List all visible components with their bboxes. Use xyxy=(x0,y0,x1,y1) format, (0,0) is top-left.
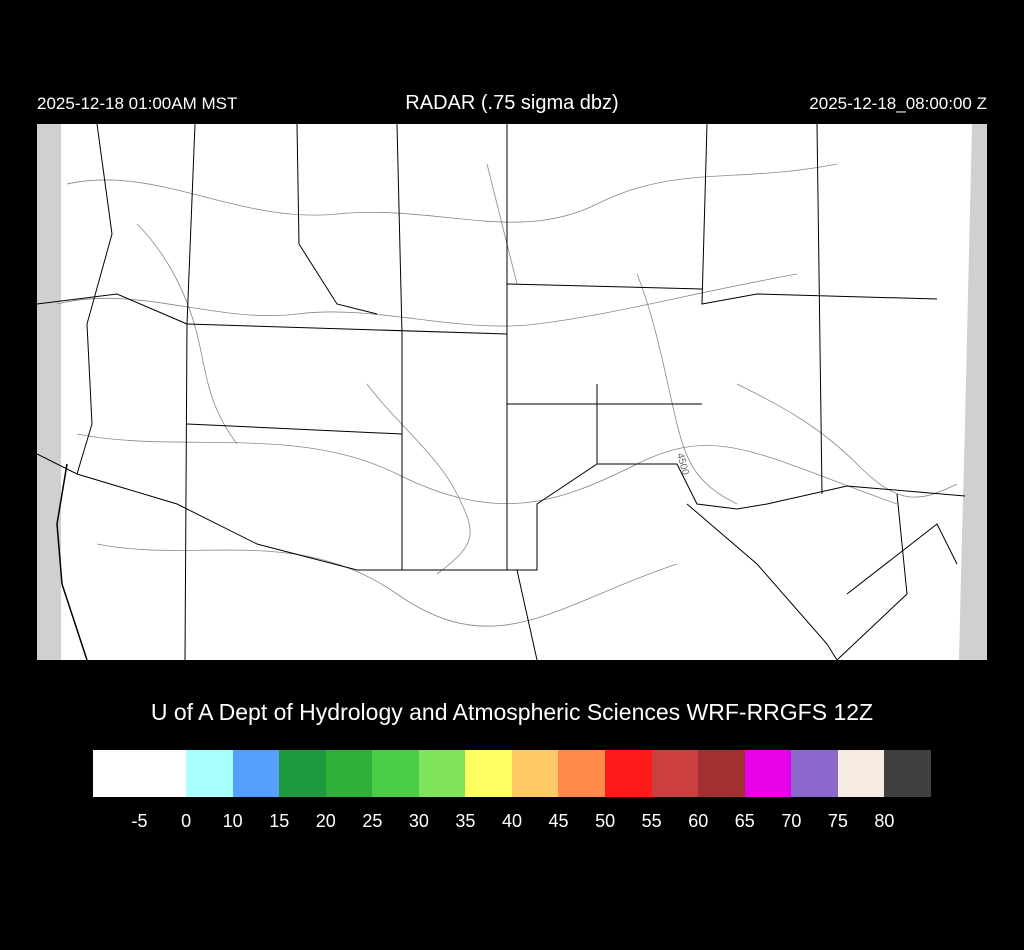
colorbar-swatch xyxy=(791,750,838,797)
nodata-strip-right xyxy=(959,124,987,660)
colorbar-swatch xyxy=(884,750,931,797)
colorbar-swatch xyxy=(605,750,652,797)
colorbar-swatch xyxy=(93,750,187,797)
radar-map: 4500 xyxy=(36,123,987,661)
colorbar-swatch xyxy=(325,750,373,797)
colorbar-tick-label: -5 xyxy=(131,811,148,831)
colorbar-swatch xyxy=(698,750,745,797)
colorbar-tick-label: 65 xyxy=(734,811,755,831)
colorbar-swatch xyxy=(372,750,419,797)
credit-line: U of A Dept of Hydrology and Atmospheric… xyxy=(150,699,874,725)
colorbar-swatch xyxy=(465,750,512,797)
colorbar-tick-label: 25 xyxy=(362,811,383,831)
local-time: 2025-12-18 01:00AM MST xyxy=(37,94,238,113)
colorbar-tick-label: 50 xyxy=(595,811,616,831)
colorbar-swatch xyxy=(651,750,699,797)
colorbar-swatch xyxy=(744,750,792,797)
colorbar-swatch xyxy=(837,750,885,797)
colorbar-tick-label: 75 xyxy=(827,811,848,831)
map-canvas: 4500 xyxy=(36,123,987,661)
colorbar-tick-label: 80 xyxy=(874,811,895,831)
colorbar-tick-label: 55 xyxy=(641,811,662,831)
colorbar-labels: -5 0 10 15 20 25 30 35 40 45 50 55 60 65 70 75 80 xyxy=(0,811,1024,835)
colorbar-swatch xyxy=(558,750,606,797)
colorbar-tick-label: 15 xyxy=(269,811,290,831)
colorbar xyxy=(93,750,931,797)
colorbar-tick-label: 0 xyxy=(181,811,192,831)
colorbar-tick-label: 45 xyxy=(548,811,569,831)
colorbar-tick-label: 70 xyxy=(781,811,802,831)
colorbar-tick-label: 30 xyxy=(408,811,429,831)
map-title: RADAR (.75 sigma dbz) xyxy=(405,92,619,114)
colorbar-tick-label: 40 xyxy=(501,811,523,831)
valid-time: 2025-12-18_08:00:00 Z xyxy=(809,94,987,113)
colorbar-swatch xyxy=(279,750,326,797)
colorbar-swatch xyxy=(186,750,233,797)
nodata-strip-left xyxy=(37,124,61,660)
colorbar-tick-label: 35 xyxy=(455,811,476,831)
colorbar-swatch xyxy=(418,750,466,797)
colorbar-tick-label: 20 xyxy=(315,811,336,831)
colorbar-swatch xyxy=(232,750,280,797)
colorbar-swatch xyxy=(511,750,559,797)
colorbar-tick-label: 60 xyxy=(688,811,709,831)
political-borders xyxy=(36,123,966,661)
terrain-contours xyxy=(56,163,958,627)
colorbar-tick-label: 10 xyxy=(222,811,243,831)
